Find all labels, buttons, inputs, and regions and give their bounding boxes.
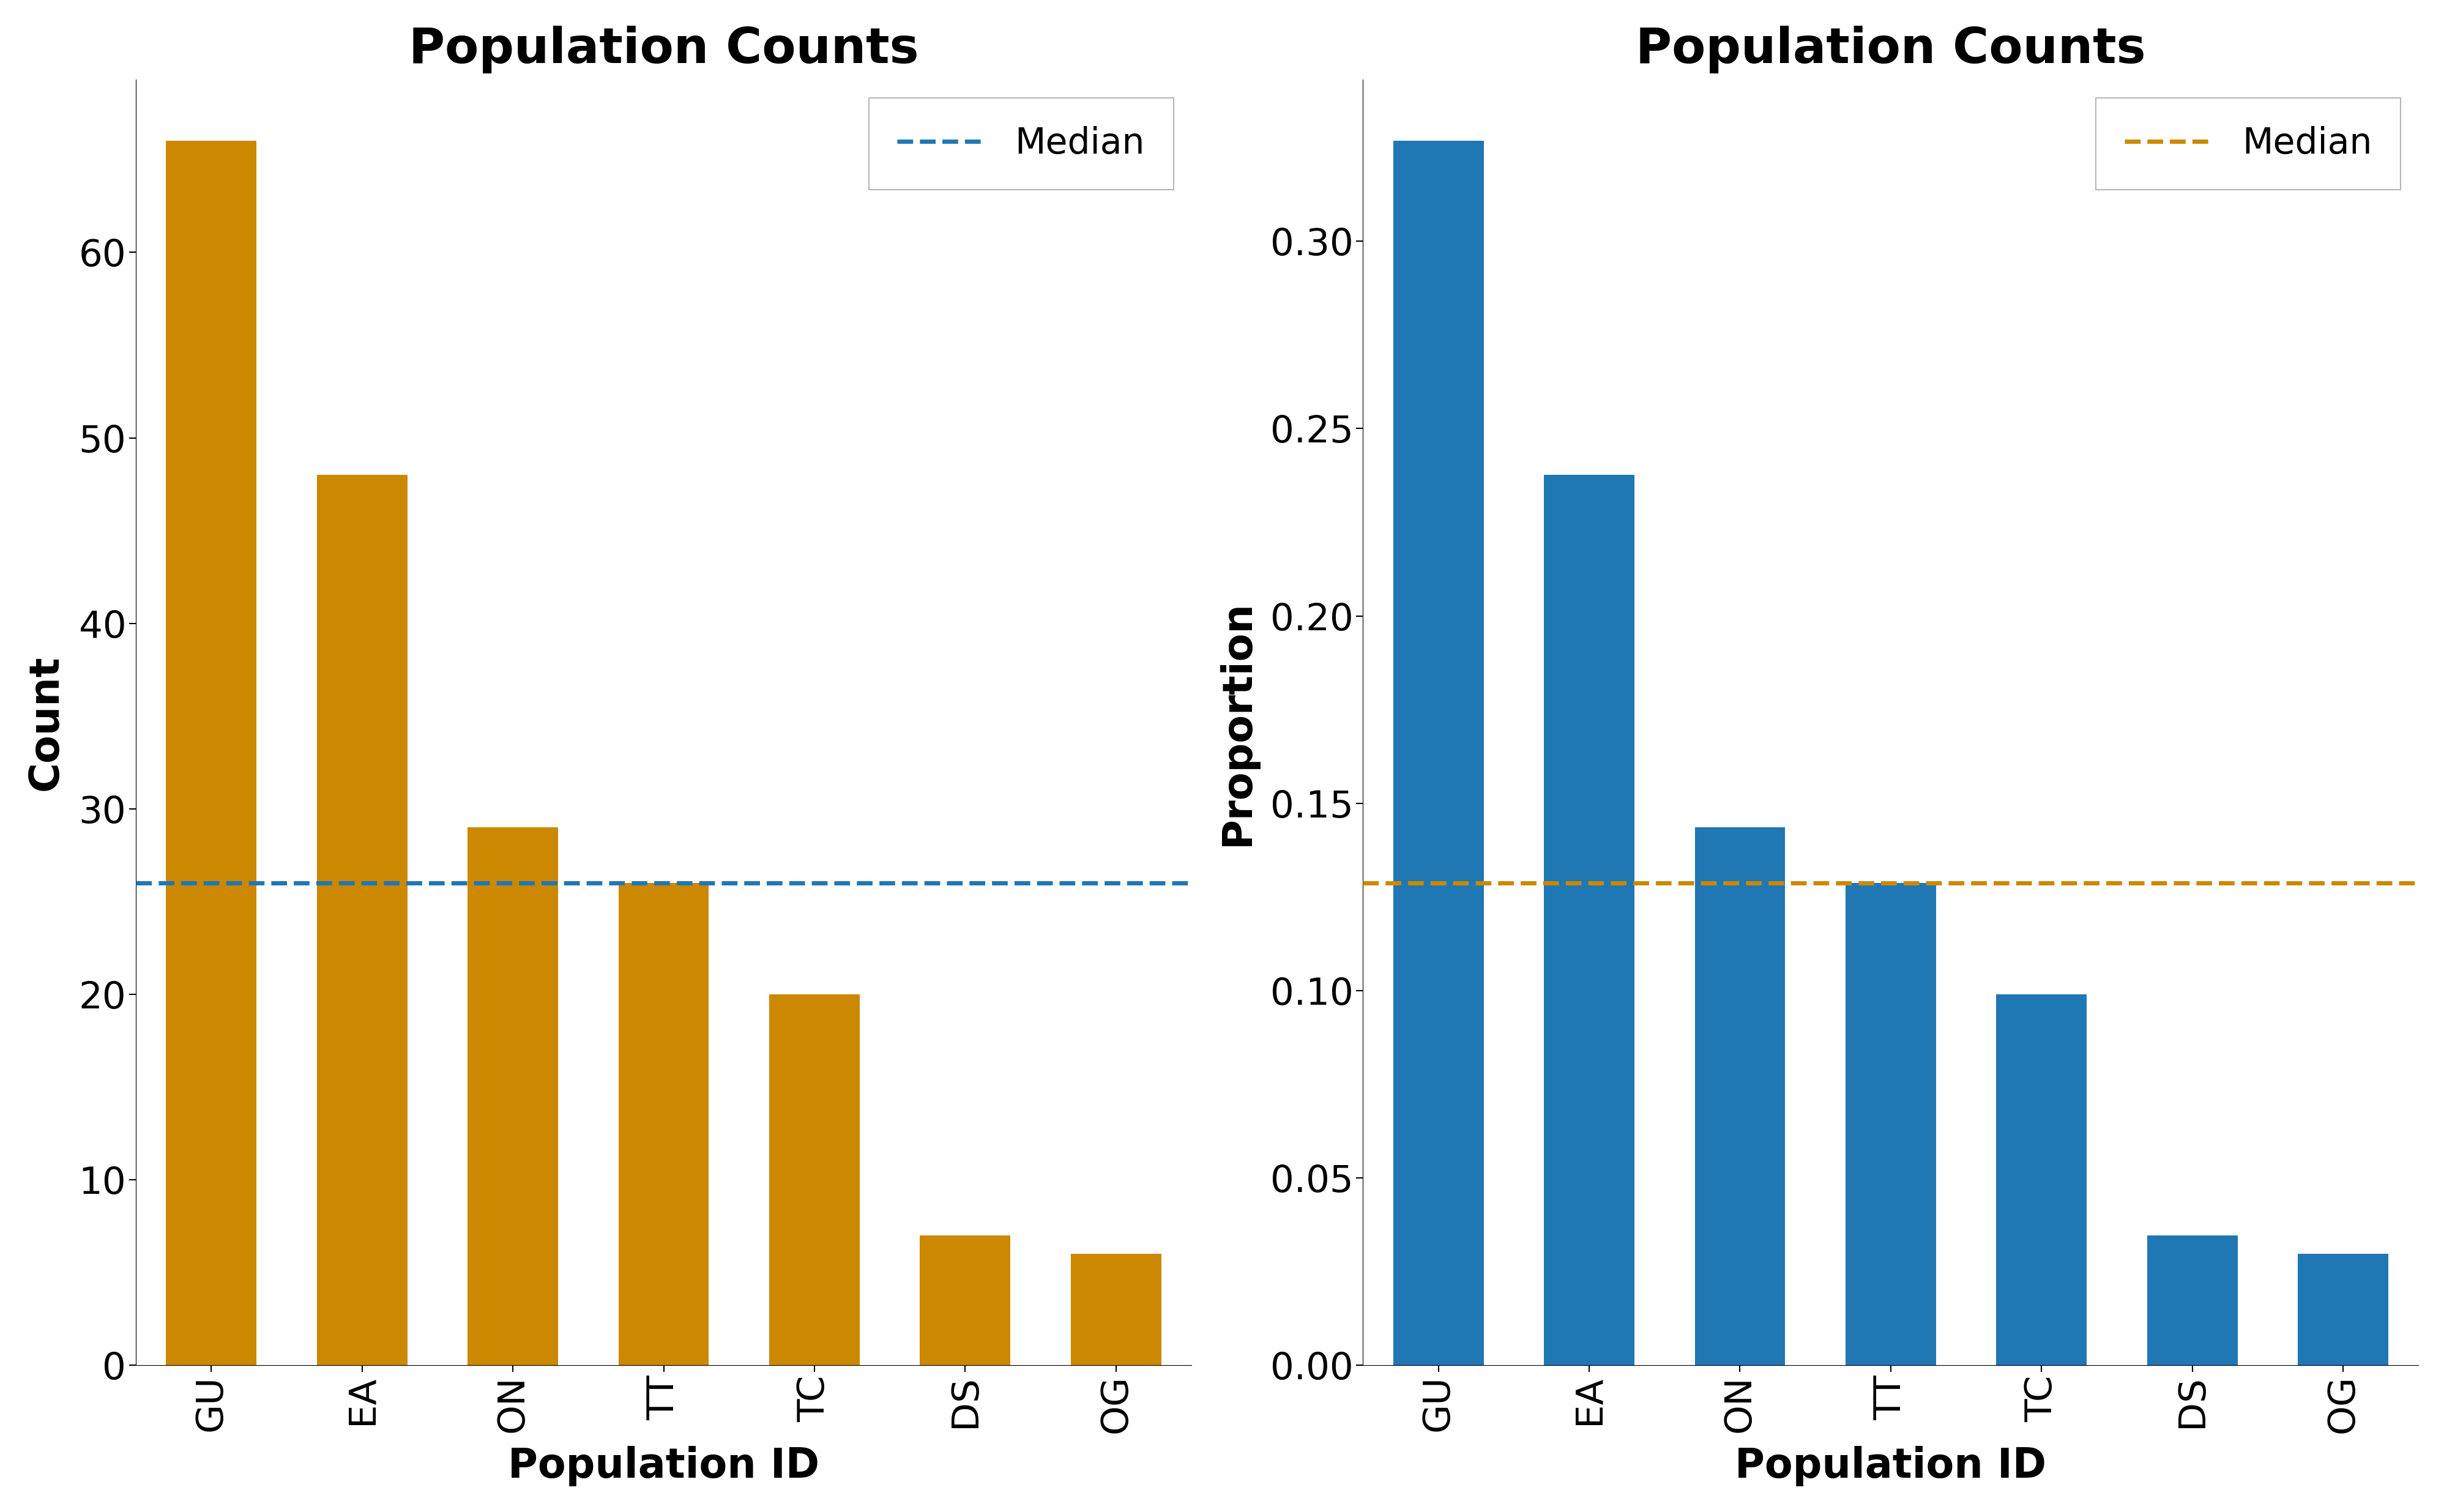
Title: Population Counts: Population Counts — [1635, 26, 2146, 73]
Bar — [467, 827, 557, 1365]
Bar — [1694, 827, 1784, 1365]
X-axis label: Population ID: Population ID — [508, 1445, 819, 1486]
Y-axis label: Proportion: Proportion — [1217, 600, 1256, 845]
Bar — [166, 141, 257, 1365]
Median — [196, 874, 225, 892]
Legend: Median: Median — [868, 98, 1173, 189]
Y-axis label: Count: Count — [24, 655, 66, 791]
Bar — [919, 1235, 1009, 1365]
Legend: Median: Median — [2095, 98, 2400, 189]
Bar — [1070, 1253, 1161, 1365]
Bar — [1545, 475, 1635, 1365]
Bar — [2297, 1253, 2388, 1365]
X-axis label: Population ID: Population ID — [1735, 1445, 2046, 1486]
Bar — [1997, 995, 2087, 1365]
Bar — [1393, 141, 1484, 1365]
Median — [347, 874, 376, 892]
Median — [1574, 874, 1603, 892]
Bar — [318, 475, 408, 1365]
Bar — [1845, 883, 1936, 1365]
Bar — [770, 995, 860, 1365]
Bar — [618, 883, 709, 1365]
Bar — [2148, 1235, 2239, 1365]
Median — [1425, 874, 1454, 892]
Title: Population Counts: Population Counts — [408, 26, 919, 73]
